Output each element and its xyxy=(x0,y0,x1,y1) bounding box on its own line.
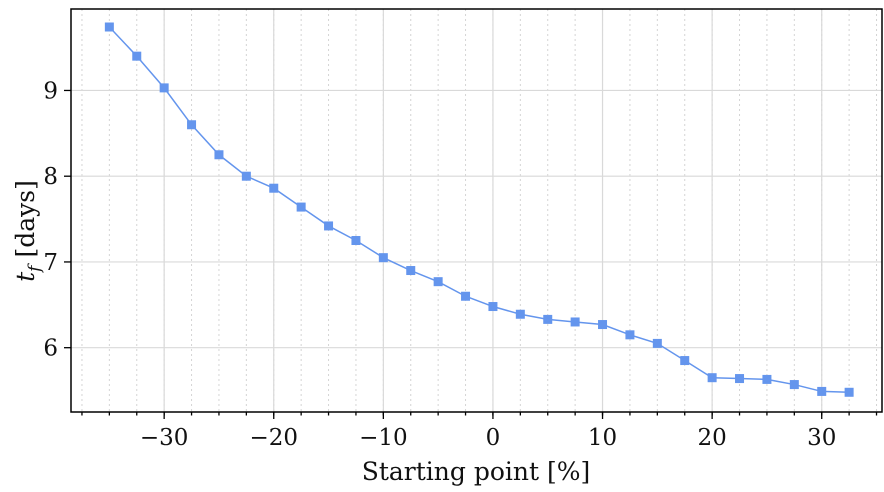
major-gridlines xyxy=(71,9,882,412)
x-tick-label: −30 xyxy=(140,425,189,451)
data-point-marker xyxy=(132,51,142,61)
y-axis-label-unit: [days] xyxy=(11,180,40,257)
plot-frame xyxy=(70,8,883,413)
y-tick-label: 9 xyxy=(43,78,58,104)
x-tick-label: −10 xyxy=(359,425,408,451)
axis-ticks xyxy=(64,89,878,419)
data-point-marker xyxy=(817,386,827,396)
data-point-marker xyxy=(433,277,443,287)
y-axis-label-var: t xyxy=(11,271,40,282)
y-axis-label: tf [days] xyxy=(11,180,45,282)
data-point-marker xyxy=(351,236,361,246)
data-point-marker xyxy=(762,374,772,384)
x-tick-label: 30 xyxy=(807,425,836,451)
data-point-marker xyxy=(159,83,169,93)
data-point-marker xyxy=(324,221,334,231)
tick-labels: −30 −20 −10 0 10 20 30 6 7 8 9 xyxy=(43,78,836,451)
data-point-marker xyxy=(789,380,799,390)
y-tick-label: 6 xyxy=(43,336,58,362)
data-point-marker xyxy=(378,253,388,263)
data-point-marker xyxy=(652,338,662,348)
data-point-marker xyxy=(707,373,717,383)
series-line xyxy=(108,26,850,394)
data-point-marker xyxy=(488,302,498,312)
y-tick-label: 8 xyxy=(43,164,58,190)
data-point-marker xyxy=(461,291,471,301)
minor-gridlines xyxy=(81,9,878,412)
data-point-marker xyxy=(680,356,690,366)
x-tick-label: 0 xyxy=(486,425,501,451)
data-point-marker xyxy=(269,183,279,193)
series-layer xyxy=(104,22,854,397)
data-point-marker xyxy=(187,120,197,130)
x-tick-label: 10 xyxy=(588,425,617,451)
y-tick-label: 7 xyxy=(43,250,58,276)
x-tick-label: −20 xyxy=(249,425,298,451)
data-point-marker xyxy=(543,314,553,324)
data-point-marker xyxy=(241,171,251,181)
data-point-marker xyxy=(735,374,745,384)
data-point-marker xyxy=(515,309,525,319)
data-point-marker xyxy=(844,387,854,397)
data-point-marker xyxy=(406,266,416,276)
data-point-marker xyxy=(625,330,635,340)
data-point-marker xyxy=(598,320,608,330)
x-tick-label: 20 xyxy=(697,425,726,451)
x-axis-label: Starting point [%] xyxy=(362,457,591,486)
data-point-marker xyxy=(570,317,580,327)
data-point-marker xyxy=(214,150,224,160)
data-point-marker xyxy=(296,202,306,212)
y-axis-label-sub: f xyxy=(25,263,45,274)
data-point-marker xyxy=(104,22,114,32)
